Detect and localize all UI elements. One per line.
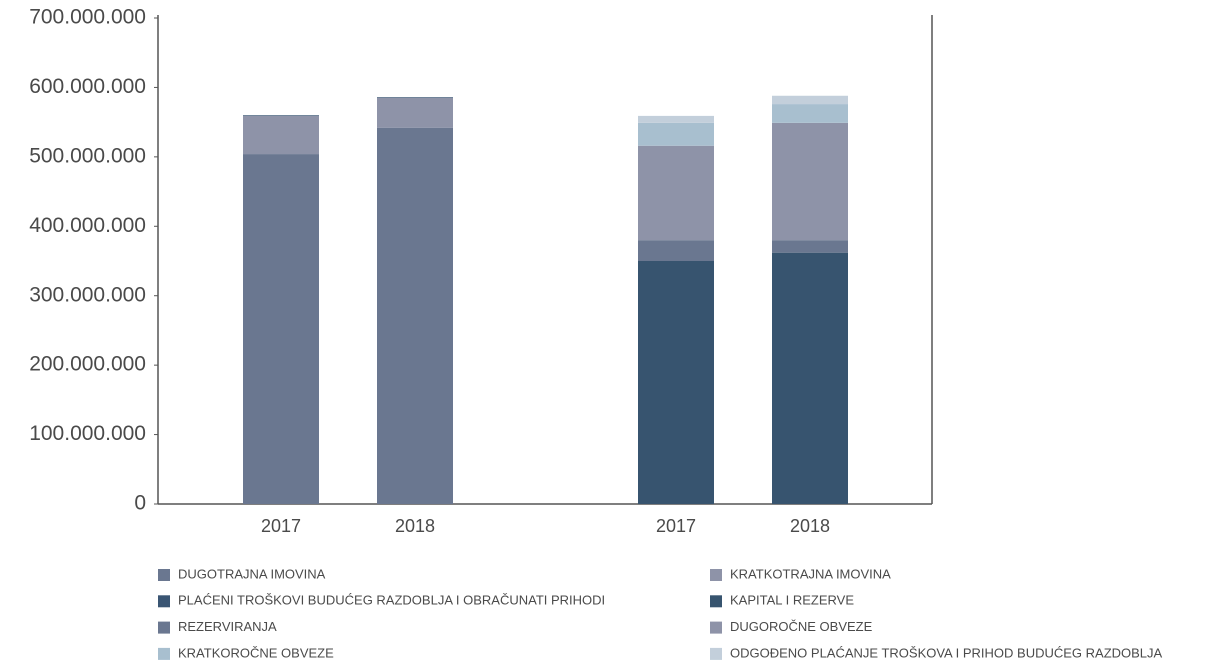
bar-segment (772, 104, 848, 123)
bar-segment (243, 115, 319, 116)
legend-swatch (710, 621, 722, 634)
bar-segment (377, 97, 453, 98)
y-tick-label: 300.000.000 (29, 283, 146, 306)
legend-swatch (158, 621, 170, 634)
y-tick-label: 600.000.000 (29, 75, 146, 98)
y-tick-label: 400.000.000 (29, 214, 146, 237)
bar-segment (638, 240, 714, 261)
legend-label: DUGOROČNE OBVEZE (730, 619, 873, 634)
bar-segment (377, 127, 453, 504)
bar-segment (638, 115, 714, 123)
legend-swatch (158, 569, 170, 581)
legend-swatch (710, 569, 722, 581)
legend-label: REZERVIRANJA (178, 619, 277, 634)
y-tick-label: 200.000.000 (29, 353, 146, 376)
bar-segment (638, 261, 714, 504)
legend-label: KAPITAL I REZERVE (730, 593, 854, 608)
legend-label: ODGOĐENO PLAĆANJE TROŠKOVA I PRIHOD BUDU… (730, 645, 1163, 660)
legend-label: PLAĆENI TROŠKOVI BUDUĆEG RAZDOBLJA I OBR… (178, 593, 605, 608)
bar-segment (638, 145, 714, 241)
bar-segment (772, 240, 848, 253)
legend-label: KRATKOTRAJNA IMOVINA (730, 566, 891, 581)
bar-segment (377, 97, 453, 128)
x-tick-label: 2017 (656, 516, 696, 536)
bar-segment (772, 122, 848, 241)
y-tick-label: 100.000.000 (29, 422, 146, 445)
y-tick-label: 500.000.000 (29, 144, 146, 167)
y-tick-label: 700.000.000 (29, 6, 146, 29)
x-tick-label: 2017 (261, 516, 301, 536)
x-tick-label: 2018 (395, 516, 435, 536)
y-tick-label: 0 (134, 492, 146, 515)
bar-segment (243, 154, 319, 504)
x-tick-label: 2018 (790, 516, 830, 536)
bar-segment (772, 252, 848, 504)
legend-swatch (710, 647, 722, 660)
legend-swatch (158, 647, 170, 660)
legend-swatch (158, 595, 170, 608)
bar-segment (772, 95, 848, 105)
bar-segment (638, 122, 714, 146)
bar-segment (243, 115, 319, 155)
legend-label: KRATKOROČNE OBVEZE (178, 645, 334, 660)
legend-swatch (710, 595, 722, 608)
legend-label: DUGOTRAJNA IMOVINA (178, 566, 326, 581)
